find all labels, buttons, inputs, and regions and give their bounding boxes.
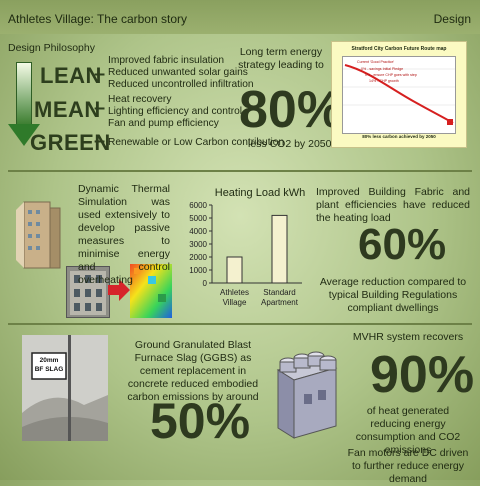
green-items: Renewable or Low Carbon contribution xyxy=(108,137,284,149)
y-tick-label: 4000 xyxy=(189,227,207,236)
mvhr-note: Fan motors are DC driven to further redu… xyxy=(347,447,469,485)
route-map-note: Current 'Good Practice' xyxy=(357,60,395,64)
mvhr-percent: 90% xyxy=(370,346,475,404)
slag-sign-line1: 20mm xyxy=(39,357,59,364)
ggbs-percent: 50% xyxy=(150,393,251,449)
mean-item: Heat recovery xyxy=(108,94,172,105)
y-tick-label: 5000 xyxy=(189,214,207,223)
dash-icon: – xyxy=(94,130,106,152)
ggbs-intro: Ground Granulated Blast Furnace Slag (GG… xyxy=(127,339,259,403)
mean-item: Fan and pump efficiency xyxy=(108,118,219,129)
green-item: Renewable or Low Carbon contribution xyxy=(108,137,285,148)
green-word: GREEN xyxy=(30,130,111,155)
route-map-plot: Current 'Good Practice' 0% - savings Ini… xyxy=(342,56,456,134)
y-tick-label: 6000 xyxy=(189,201,207,210)
bar xyxy=(226,256,243,284)
right-arrow-icon xyxy=(108,279,130,306)
energy-strategy-intro: Long term energy strategy leading to xyxy=(238,46,324,71)
section-label: Design xyxy=(433,12,471,26)
y-tick-label: 2000 xyxy=(189,253,207,262)
dash-icon: – xyxy=(94,97,106,119)
building-model-image xyxy=(16,196,64,272)
lean-item: Reduced uncontrolled infiltration xyxy=(108,79,254,90)
fabric-intro: Improved Building Fabric and plant effic… xyxy=(316,186,470,224)
down-arrow-head-icon xyxy=(8,124,40,146)
energy-strategy-suffix: less CO2 by 2050 xyxy=(248,138,332,150)
lean-items: Improved fabric insulation Reduced unwan… xyxy=(108,55,254,91)
route-map-footer: 80% less carbon achieved by 2050 xyxy=(362,134,436,139)
slag-photo: 20mm BF SLAG xyxy=(22,335,108,441)
apartment-photo xyxy=(66,266,110,318)
mvhr-suffix: of heat generated reducing energy consum… xyxy=(355,405,461,456)
route-map-title: Stratford City Carbon Future Route map xyxy=(351,46,447,52)
mvhr-unit-image xyxy=(268,346,342,442)
x-tick-label: Apartment xyxy=(261,298,299,307)
x-tick-label: Athletes xyxy=(220,288,249,297)
divider xyxy=(8,170,472,172)
x-tick-label: Standard xyxy=(263,288,295,297)
y-tick-label: 3000 xyxy=(189,240,207,249)
fabric-percent: 60% xyxy=(358,220,447,269)
energy-strategy-percent: 80% xyxy=(239,81,344,139)
route-map-note: 0% - savings Initial Pledge xyxy=(361,67,404,71)
header-bar xyxy=(0,0,480,34)
x-tick-label: Village xyxy=(223,298,247,307)
lean-item: Reduced unwanted solar gains xyxy=(108,67,248,78)
mean-word: MEAN xyxy=(34,97,101,122)
bar xyxy=(271,214,288,284)
thermal-simulation-image xyxy=(130,264,172,318)
mean-items: Heat recovery Lighting efficiency and co… xyxy=(108,94,242,130)
y-tick-label: 1000 xyxy=(189,266,207,275)
route-map-curve xyxy=(343,64,455,125)
mvhr-intro: MVHR system recovers xyxy=(352,331,464,343)
mean-item: Lighting efficiency and control xyxy=(108,106,243,117)
lean-word: LEAN xyxy=(40,63,102,88)
divider xyxy=(8,323,472,325)
bar-chart-svg: 0 1000 2000 3000 4000 5000 6000 AthletesVillage… xyxy=(189,201,302,307)
lean-item: Improved fabric insulation xyxy=(108,55,225,66)
heating-load-chart: Heating Load kWh 0 1000 2000 3000 4000 5000 60… xyxy=(178,183,310,323)
y-tick-label: 0 xyxy=(203,279,208,288)
page-title: Athletes Village: The carbon story xyxy=(8,12,187,26)
slag-sign-line2: BF SLAG xyxy=(34,366,64,373)
chart-title: Heating Load kWh xyxy=(214,187,306,199)
simulation-text: Dynamic Thermal Simulation was used exte… xyxy=(78,183,170,286)
route-map-note: 14% - CHP growth xyxy=(369,79,399,83)
dash-icon: – xyxy=(94,63,106,85)
design-philosophy-label: Design Philosophy xyxy=(8,42,95,54)
route-map-note: 0% - ensure CHP goes with step xyxy=(365,73,417,77)
fabric-suffix: Average reduction compared to typical Bu… xyxy=(319,276,467,314)
down-arrow-icon xyxy=(16,62,32,126)
route-map-figure: Stratford City Carbon Future Route map C… xyxy=(331,41,467,148)
